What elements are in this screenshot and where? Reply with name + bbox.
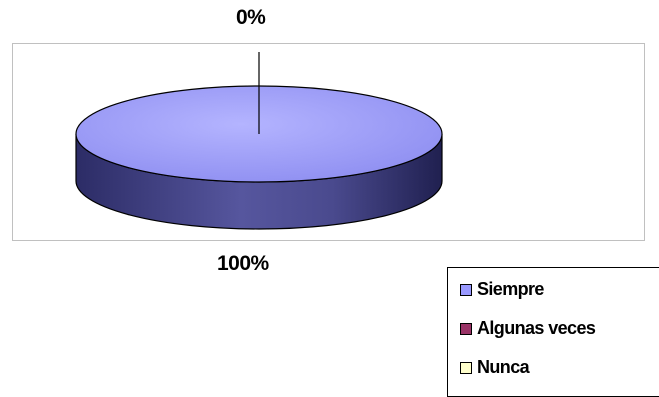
legend-item-algunas-veces: Algunas veces (460, 318, 596, 339)
legend-swatch-algunas-veces (460, 322, 472, 335)
legend-swatch-nunca (460, 361, 472, 374)
legend-item-siempre: Siempre (460, 279, 544, 300)
legend-label-nunca: Nunca (477, 357, 530, 377)
legend-label-algunas-veces: Algunas veces (477, 318, 596, 338)
pie-chart (12, 43, 645, 241)
legend-swatch-siempre (460, 283, 472, 296)
data-label-100pct: 100% (217, 252, 269, 275)
legend: Siempre Algunas veces Nunca (447, 267, 659, 397)
data-label-0pct: 0% (236, 6, 266, 29)
legend-label-siempre: Siempre (477, 279, 544, 299)
legend-item-nunca: Nunca (460, 357, 530, 378)
